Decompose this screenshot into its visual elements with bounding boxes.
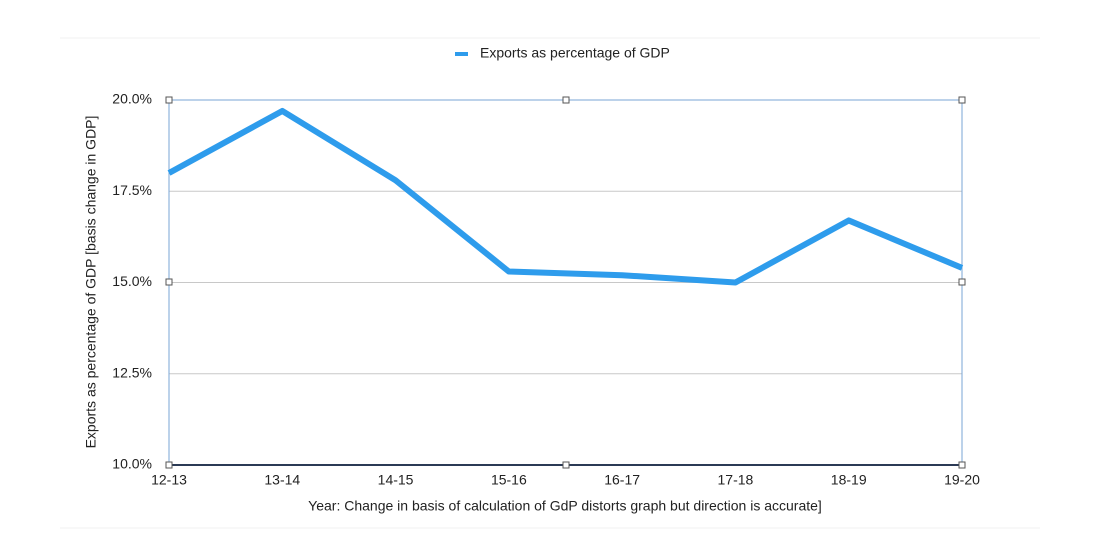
y-tick-label: 15.0% [112, 273, 152, 289]
x-tick-label: 14-15 [378, 472, 414, 488]
handle [165, 278, 173, 286]
x-tick-label: 12-13 [151, 472, 187, 488]
y-tick-label: 10.0% [112, 456, 152, 472]
x-axis-label: Year: Change in basis of calculation of … [308, 498, 822, 514]
handle [958, 461, 966, 469]
y-tick-label: 20.0% [112, 91, 152, 107]
handle [958, 278, 966, 286]
handle [562, 461, 570, 469]
handle [562, 96, 570, 104]
handle [958, 96, 966, 104]
x-tick-label: 18-19 [831, 472, 867, 488]
data-line [167, 107, 964, 286]
x-tick-label: 16-17 [604, 472, 640, 488]
x-tick-label: 13-14 [264, 472, 300, 488]
y-axis-label: Exports as percentage of GDP [basis chan… [83, 116, 99, 449]
x-tick-label: 17-18 [718, 472, 754, 488]
plot-area: 10.0% 12.5% 15.0% 17.5% 20.0% 12-13 13-14 14-15… [112, 91, 980, 488]
y-tick-label: 17.5% [112, 182, 152, 198]
x-tick-label: 15-16 [491, 472, 527, 488]
y-tick-label: 12.5% [112, 364, 152, 380]
handle [165, 461, 173, 469]
handle [165, 96, 173, 104]
selection-handles [165, 96, 966, 469]
x-tick-label: 19-20 [944, 472, 980, 488]
legend-label: Exports as percentage of GDP [480, 45, 670, 61]
